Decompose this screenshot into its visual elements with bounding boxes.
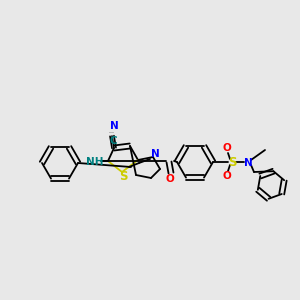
- Text: O: O: [223, 171, 231, 181]
- Text: S: S: [228, 157, 236, 169]
- Text: S: S: [119, 170, 127, 184]
- Text: O: O: [166, 174, 174, 184]
- Text: O: O: [223, 143, 231, 153]
- Text: ···: ···: [108, 130, 114, 136]
- Text: N: N: [244, 158, 252, 168]
- Text: N: N: [110, 121, 118, 131]
- Text: NH: NH: [86, 157, 104, 167]
- Text: C: C: [109, 136, 117, 146]
- Text: N: N: [151, 149, 159, 159]
